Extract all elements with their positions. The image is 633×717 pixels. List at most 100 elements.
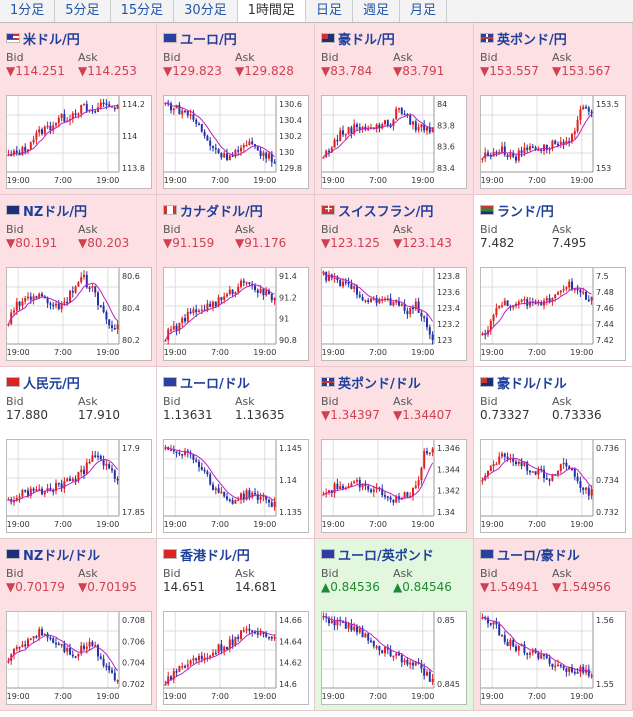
pair-name[interactable]: NZドル/ドル bbox=[23, 548, 101, 564]
rate-card[interactable]: 人民元/円 Bid Ask 17.880 17.910 17.9 17.85 19:… bbox=[0, 367, 157, 539]
rate-card[interactable]: 豪ドル/ドル Bid Ask 0.73327 0.73336 0.736 0.73… bbox=[474, 367, 633, 539]
x-tick-label: 7:00 bbox=[528, 692, 546, 701]
rate-card[interactable]: 香港ドル/円 Bid Ask 14.651 14.681 14.66 14.64 1… bbox=[157, 539, 315, 711]
mini-candle-chart[interactable]: 153.5 153 19:00 7:00 19:00 bbox=[480, 95, 626, 189]
mini-candle-chart[interactable]: 123.8 123.6 123.4 123.2 123 19:00 7:00 19:00 bbox=[321, 267, 467, 361]
candle-body bbox=[358, 127, 361, 130]
pair-name[interactable]: 英ポンド/ドル bbox=[338, 376, 421, 392]
rate-card[interactable]: ユーロ/ドル Bid Ask 1.13631 1.13635 1.145 1.14… bbox=[157, 367, 315, 539]
pair-title[interactable]: 英ポンド/円 bbox=[480, 29, 632, 48]
pair-title[interactable]: ユーロ/ドル bbox=[163, 373, 314, 392]
y-tick-label: 1.145 bbox=[279, 444, 302, 453]
candle-body bbox=[378, 299, 381, 303]
mini-candle-chart[interactable]: 7.5 7.48 7.46 7.44 7.42 19:00 7:00 19:00 bbox=[480, 267, 626, 361]
pair-title[interactable]: 米ドル/円 bbox=[6, 29, 156, 48]
rate-card[interactable]: NZドル/ドル Bid Ask ▼0.70179 ▼0.70195 0.708 0… bbox=[0, 539, 157, 711]
tab-1hour[interactable]: 1時間足 bbox=[237, 0, 306, 22]
mini-candle-chart[interactable]: 14.66 14.64 14.62 14.6 19:00 7:00 19:00 bbox=[163, 611, 309, 705]
pair-title[interactable]: ユーロ/円 bbox=[163, 29, 314, 48]
tab-15min[interactable]: 15分足 bbox=[111, 0, 175, 22]
bid-value: ▼153.557 bbox=[480, 64, 539, 78]
candle-body bbox=[74, 478, 77, 481]
bid-label: Bid bbox=[163, 567, 181, 580]
mini-candle-chart[interactable]: 1.145 1.14 1.135 19:00 7:00 19:00 bbox=[163, 439, 309, 533]
ask-value: 17.910 bbox=[78, 408, 120, 422]
candle-body bbox=[228, 289, 231, 295]
pair-title[interactable]: 人民元/円 bbox=[6, 373, 156, 392]
tab-monthly[interactable]: 月足 bbox=[400, 0, 447, 22]
candle-body bbox=[200, 466, 203, 470]
pair-title[interactable]: ユーロ/英ポンド bbox=[321, 545, 473, 564]
candle-body bbox=[568, 281, 571, 288]
mini-candle-chart[interactable]: 1.346 1.344 1.342 1.34 19:00 7:00 19:00 bbox=[321, 439, 467, 533]
pair-title[interactable]: 英ポンド/ドル bbox=[321, 373, 473, 392]
tab-5min[interactable]: 5分足 bbox=[55, 0, 111, 22]
pair-title[interactable]: 香港ドル/円 bbox=[163, 545, 314, 564]
pair-name[interactable]: 英ポンド/円 bbox=[497, 32, 567, 48]
rate-card[interactable]: NZドル/円 Bid Ask ▼80.191 ▼80.203 80.6 80.4 8… bbox=[0, 195, 157, 367]
pair-title[interactable]: NZドル/円 bbox=[6, 201, 156, 220]
rate-card[interactable]: 英ポンド/ドル Bid Ask ▼1.34397 ▼1.34407 1.346 1… bbox=[315, 367, 474, 539]
candle-body bbox=[105, 312, 108, 320]
rate-card[interactable]: 英ポンド/円 Bid Ask ▼153.557 ▼153.567 153.5 15… bbox=[474, 23, 633, 195]
mini-candle-chart[interactable]: 1.56 1.55 19:00 7:00 19:00 bbox=[480, 611, 626, 705]
pair-title[interactable]: 豪ドル/円 bbox=[321, 29, 473, 48]
pair-title[interactable]: スイスフラン/円 bbox=[321, 201, 473, 220]
candle-body bbox=[178, 104, 181, 115]
mini-candle-chart[interactable]: 0.736 0.734 0.732 19:00 7:00 19:00 bbox=[480, 439, 626, 533]
y-tick-label: 17.9 bbox=[122, 444, 140, 453]
moving-average-line bbox=[165, 102, 275, 158]
pair-name[interactable]: NZドル/円 bbox=[23, 204, 88, 220]
ask-value: ▼153.567 bbox=[552, 64, 611, 78]
candle-body bbox=[203, 469, 206, 472]
pair-name[interactable]: 香港ドル/円 bbox=[180, 548, 250, 564]
candle-body bbox=[585, 106, 587, 109]
tab-30min[interactable]: 30分足 bbox=[174, 0, 238, 22]
mini-candle-chart[interactable]: 84 83.8 83.6 83.4 19:00 7:00 19:00 bbox=[321, 95, 467, 189]
mini-candle-chart[interactable]: 0.708 0.706 0.704 0.702 19:00 7:00 19:00 bbox=[6, 611, 152, 705]
bid-ask-labels: Bid Ask bbox=[321, 567, 473, 580]
rate-card[interactable]: ユーロ/豪ドル Bid Ask ▼1.54941 ▼1.54956 1.56 1.… bbox=[474, 539, 633, 711]
pair-title[interactable]: カナダドル/円 bbox=[163, 201, 314, 220]
pair-name[interactable]: ユーロ/豪ドル bbox=[497, 548, 580, 564]
candle-body bbox=[18, 301, 21, 306]
y-tick-label: 0.704 bbox=[122, 659, 145, 668]
pair-name[interactable]: カナダドル/円 bbox=[180, 204, 263, 220]
pair-name[interactable]: ユーロ/円 bbox=[180, 32, 237, 48]
pair-name[interactable]: 米ドル/円 bbox=[23, 32, 80, 48]
candle-body bbox=[13, 500, 15, 503]
pair-title[interactable]: 豪ドル/ドル bbox=[480, 373, 632, 392]
pair-name[interactable]: 豪ドル/円 bbox=[338, 32, 395, 48]
candle-body bbox=[66, 478, 69, 482]
mini-candle-chart[interactable]: 80.6 80.4 80.2 19:00 7:00 19:00 bbox=[6, 267, 152, 361]
pair-name[interactable]: ユーロ/英ポンド bbox=[338, 548, 434, 564]
rate-card[interactable]: ユーロ/円 Bid Ask ▼129.823 ▼129.828 130.6 130… bbox=[157, 23, 315, 195]
mini-candle-chart[interactable]: 114.2 114 113.8 19:00 7:00 19:00 bbox=[6, 95, 152, 189]
rate-card[interactable]: ユーロ/英ポンド Bid Ask ▲0.84536 ▲0.84546 0.85 0… bbox=[315, 539, 474, 711]
rate-card[interactable]: スイスフラン/円 Bid Ask ▼123.125 ▼123.143 123.8… bbox=[315, 195, 474, 367]
pair-title[interactable]: NZドル/ドル bbox=[6, 545, 156, 564]
pair-name[interactable]: 豪ドル/ドル bbox=[497, 376, 567, 392]
mini-candle-chart[interactable]: 130.6 130.4 130.2 130 129.8 19:00 7:00 19:00 bbox=[163, 95, 309, 189]
mini-candle-chart[interactable]: 0.85 0.845 19:00 7:00 19:00 bbox=[321, 611, 467, 705]
candle-body bbox=[537, 468, 540, 475]
pair-title[interactable]: ランド/円 bbox=[480, 201, 632, 220]
rate-card[interactable]: 米ドル/円 Bid Ask ▼114.251 ▼114.253 114.2 114… bbox=[0, 23, 157, 195]
pair-name[interactable]: スイスフラン/円 bbox=[338, 204, 434, 220]
pair-name[interactable]: 人民元/円 bbox=[23, 376, 80, 392]
mini-candle-chart[interactable]: 17.9 17.85 19:00 7:00 19:00 bbox=[6, 439, 152, 533]
candle-body bbox=[234, 150, 237, 157]
tab-weekly[interactable]: 週足 bbox=[353, 0, 400, 22]
tab-daily[interactable]: 日足 bbox=[306, 0, 353, 22]
pair-title[interactable]: ユーロ/豪ドル bbox=[480, 545, 632, 564]
rate-card[interactable]: ランド/円 Bid Ask 7.482 7.495 7.5 7.48 7.46 7.4… bbox=[474, 195, 633, 367]
candle-body bbox=[105, 464, 108, 466]
pair-name[interactable]: ランド/円 bbox=[497, 204, 554, 220]
ask-value: ▼1.34407 bbox=[393, 408, 452, 422]
ask-value: ▼80.203 bbox=[78, 236, 130, 250]
mini-candle-chart[interactable]: 91.4 91.2 91 90.8 19:00 7:00 19:00 bbox=[163, 267, 309, 361]
pair-name[interactable]: ユーロ/ドル bbox=[180, 376, 250, 392]
rate-card[interactable]: カナダドル/円 Bid Ask ▼91.159 ▼91.176 91.4 91.2… bbox=[157, 195, 315, 367]
tab-1min[interactable]: 1分足 bbox=[0, 0, 56, 22]
rate-card[interactable]: 豪ドル/円 Bid Ask ▼83.784 ▼83.791 84 83.8 83.6… bbox=[315, 23, 474, 195]
